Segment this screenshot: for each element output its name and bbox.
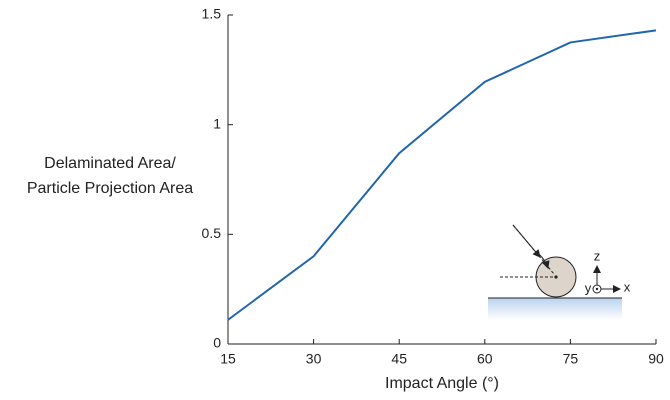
- x-label: x: [624, 279, 631, 294]
- angle-arc: [534, 250, 550, 269]
- ground: [488, 298, 622, 320]
- data-line: [227, 29, 657, 321]
- x-tick-label: 90: [648, 351, 664, 367]
- y-axis-label: Particle Projection Area: [27, 180, 193, 197]
- y-tick-label: 0: [213, 335, 221, 351]
- y-tick-label: 1: [213, 115, 221, 131]
- y-axis-label: Delaminated Area/: [44, 155, 176, 172]
- x-tick-label: 75: [563, 351, 579, 367]
- y-tick-label: 0.5: [202, 225, 222, 241]
- x-tick-label: 60: [477, 351, 493, 367]
- y-label: y: [585, 280, 592, 295]
- y-tick-label: 1.5: [202, 6, 222, 22]
- z-label: z: [594, 248, 601, 263]
- y-symbol-dot: [595, 287, 599, 291]
- x-axis-label: Impact Angle (°): [385, 375, 499, 392]
- x-tick-label: 30: [306, 351, 322, 367]
- x-tick-label: 15: [220, 351, 236, 367]
- x-tick-label: 45: [391, 351, 407, 367]
- inset-diagram: z y x: [488, 224, 631, 320]
